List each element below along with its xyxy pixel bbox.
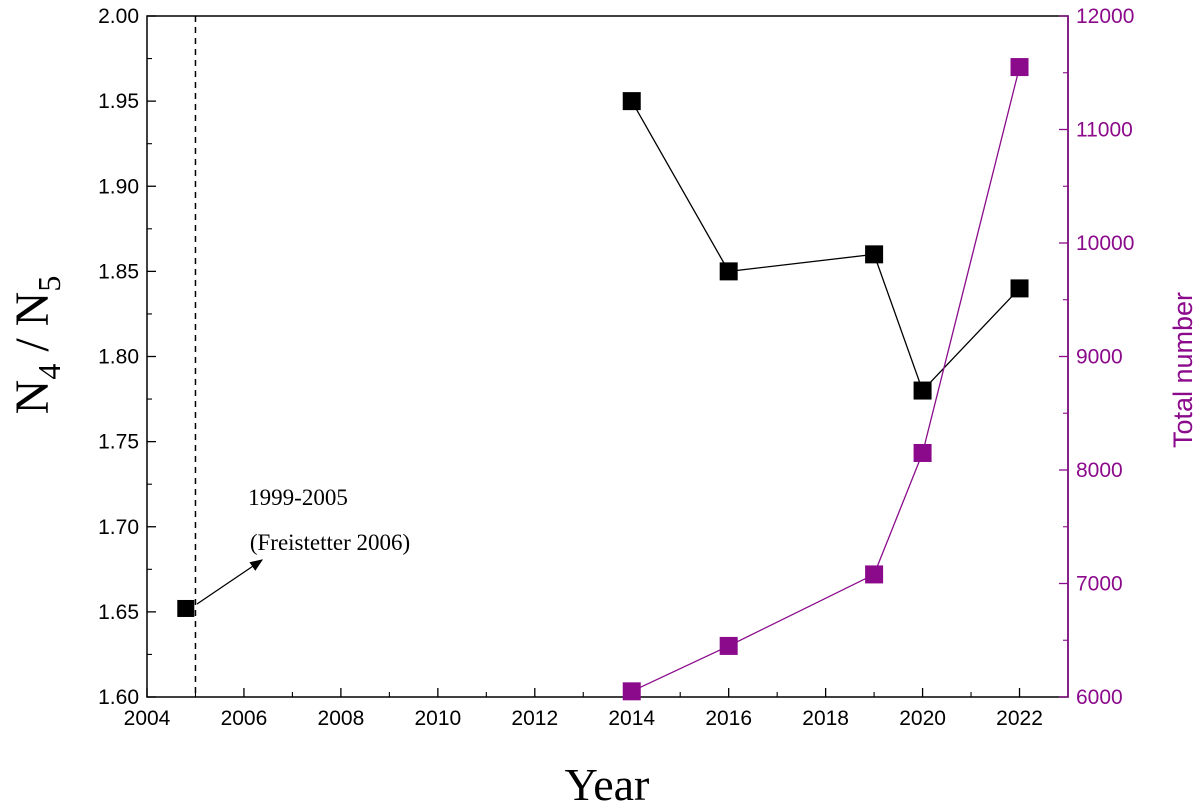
left-tick-label: 1.95 [98,90,139,113]
series-1-marker [1010,279,1029,298]
right-ticks: 6000 7000 8000 9000 10000 11000 12000 [1059,5,1134,709]
right-tick-label: 10000 [1076,232,1134,255]
bottom-tick-label: 2022 [996,707,1043,730]
series-1-line [631,100,1020,392]
bottom-tick-label: 2010 [414,707,461,730]
plot-frame [146,15,1069,698]
series-1-marker [622,92,641,111]
annotation-arrow [196,559,264,605]
left-tick-label: 1.60 [98,686,139,709]
series-1-marker [719,262,738,281]
annotation-line2: (Freistetter 2006) [250,530,410,555]
series-2-marker [719,636,738,655]
left-tick-label: 1.85 [98,260,139,283]
right-tick-label: 9000 [1076,346,1123,369]
y-axis-label-right: Total number [1168,292,1198,448]
left-tick-label: 1.90 [98,175,139,198]
left-tick-label: 1.70 [98,516,139,539]
right-tick-label: 11000 [1076,119,1133,142]
left-tick-label: 1.65 [98,601,139,624]
right-tick-label: 8000 [1076,459,1123,482]
y-axis-label-left: N4 / N5 [6,276,67,415]
bottom-tick-label: 2012 [511,707,558,730]
bottom-tick-label: 2016 [705,707,752,730]
series-2-line [631,66,1021,692]
left-tick-label: 1.75 [98,431,139,454]
bottom-tick-label: 2008 [318,707,365,730]
series-2-marker [1010,58,1029,77]
left-tick-label: 1.80 [98,346,139,369]
right-tick-label: 7000 [1076,573,1123,596]
x-axis-label: Year [565,759,650,806]
bottom-tick-label: 2004 [124,707,171,730]
bottom-tick-label: 2006 [221,707,268,730]
right-tick-label: 12000 [1076,5,1134,28]
annotation-line1: 1999-2005 [248,485,348,510]
left-tick-label: 2.00 [98,5,139,28]
series-2-marker [913,443,932,462]
bottom-tick-label: 2018 [802,707,849,730]
series-1-marker [913,381,932,400]
bottom-ticks: 2004 2006 2008 2010 2012 2014 2016 2018 2020 2022 [124,688,1043,730]
series-1-marker [865,245,884,264]
series-layer [622,58,1029,701]
series-2-marker [622,682,641,701]
series-2-marker [865,565,884,584]
left-ticks: 1.60 1.65 1.70 1.75 1.80 1.85 1.90 1.95 2.00 [98,5,156,709]
reference-point-marker [177,599,195,617]
right-tick-label: 6000 [1076,686,1123,709]
bottom-tick-label: 2014 [608,707,655,730]
bottom-tick-label: 2020 [899,707,946,730]
